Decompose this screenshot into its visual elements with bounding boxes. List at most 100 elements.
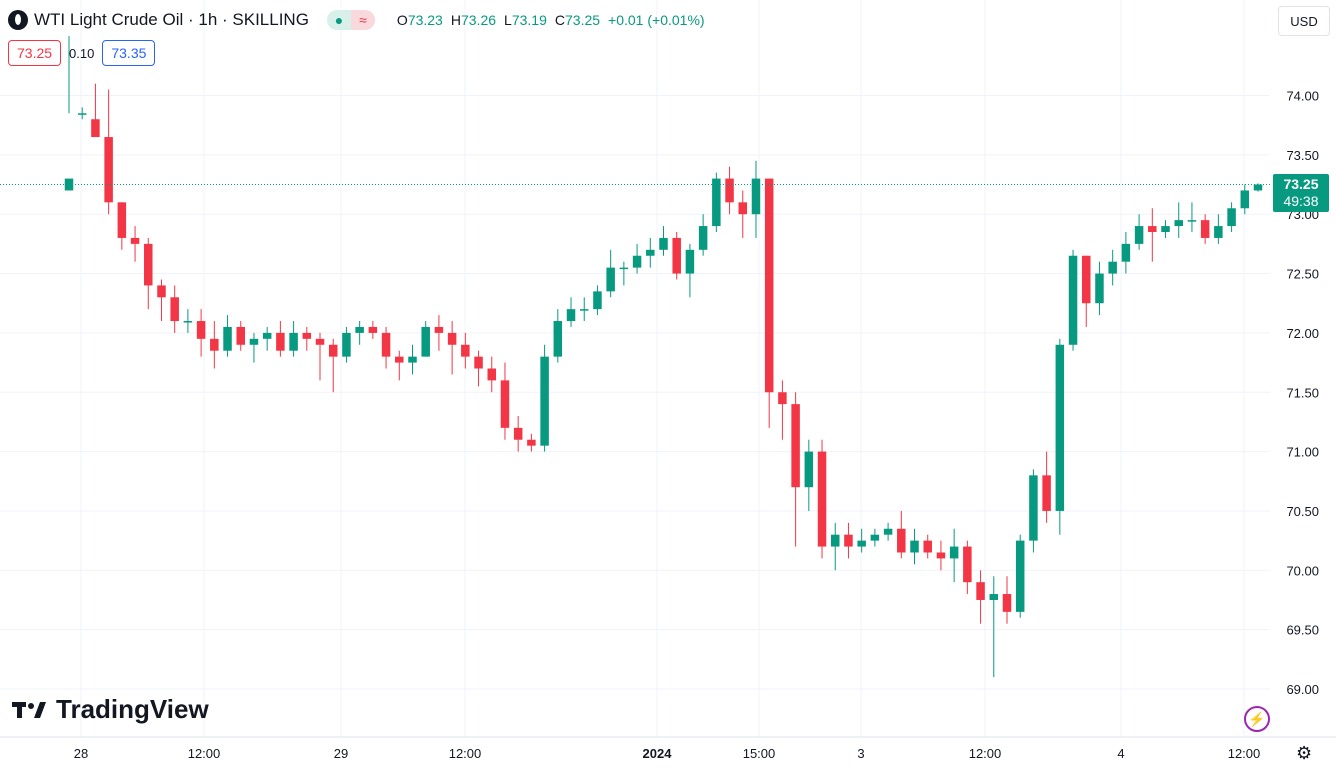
candle [949,528,959,583]
candle [315,332,325,381]
candle [1108,249,1117,286]
sell-button[interactable]: 73.25 [8,40,62,66]
candle-body [1055,344,1065,511]
buy-button[interactable]: 73.35 [102,40,156,66]
candle [1161,220,1170,238]
settings-icon[interactable]: ⚙ [1296,743,1313,763]
candle [1055,338,1065,535]
candle [223,315,232,357]
y-tick-label: 69.00 [1286,682,1319,697]
candle-body [949,546,959,559]
y-tick-label: 69.50 [1286,623,1319,638]
candle [659,226,668,256]
candle [421,321,430,357]
candle [1068,249,1078,351]
candle-body [355,326,364,333]
candle [1015,534,1025,618]
candle-body [1187,220,1197,222]
candle [210,321,219,369]
candle-body [830,534,840,547]
delayed-data-icon: ≈ [350,10,375,30]
candle-body [276,332,285,351]
candle-body [923,540,932,553]
candle [738,190,748,238]
chart-grid [0,0,1270,737]
candle [395,350,404,381]
candle [342,326,351,363]
candle-body [1227,208,1236,227]
candle [236,321,245,351]
candle-body [540,356,549,446]
candle [764,178,774,428]
candle-body [989,594,999,600]
candle-body [1042,475,1051,511]
market-status-pill[interactable]: ● ≈ [326,10,375,30]
y-tick-label: 73.50 [1286,148,1319,163]
candle [474,350,483,387]
candle [566,297,576,327]
candle-body [1015,540,1025,612]
candle-body [1253,184,1263,191]
candle-body [1082,255,1091,304]
candle [1187,202,1197,233]
candle [157,279,166,322]
candle-body [368,326,378,333]
candle [408,344,417,375]
last-price-value: 73.25 [1283,176,1319,192]
candle-body [646,249,655,256]
candle-body [513,427,523,440]
candle [936,540,946,571]
candle [249,332,259,363]
x-tick-label: 12:00 [969,746,1002,761]
candle-body [144,243,153,286]
candle [751,160,761,238]
candle [1227,202,1236,233]
candle [897,510,906,559]
candle-body [817,451,827,547]
candle [104,89,113,215]
candle [1214,214,1223,244]
bar-countdown: 49:38 [1283,193,1319,209]
x-tick-label: 29 [334,746,348,761]
symbol-title[interactable]: WTI Light Crude Oil · 1h · SKILLING [34,10,309,29]
candle-body [342,332,351,357]
candle [487,356,497,393]
candle [447,321,457,375]
candle [196,309,206,357]
y-tick-label: 71.50 [1286,385,1319,400]
candle-body [170,297,179,322]
candle-body [527,439,536,446]
candle [619,261,629,286]
candle-body [566,309,576,322]
candle-body [77,113,87,115]
currency-select[interactable]: USD [1278,6,1330,36]
candle-body [196,321,206,339]
candle-body [672,237,681,274]
price-change: +0.01 (+0.01%) [608,12,705,28]
candle [1240,184,1250,215]
candle [1134,214,1144,250]
candle [1121,232,1131,274]
candle [540,344,549,452]
candle-body [262,332,272,339]
candle [1174,202,1183,238]
tradingview-logo[interactable]: TradingView [12,694,209,725]
candle-body [712,178,721,227]
candle [91,83,100,138]
candle [527,433,536,452]
candle-body [619,267,629,270]
candle-body [778,392,787,405]
candle-body [844,534,853,547]
candle-body [791,404,800,488]
candle-body [738,202,748,215]
candle-body [487,368,497,381]
candle-body [1029,475,1038,541]
candle [844,522,853,559]
candle [870,528,880,547]
flash-icon[interactable]: ⚡ [1244,706,1270,732]
candle-body [659,237,668,250]
candle [1082,255,1091,327]
candle-body [1148,226,1157,233]
x-tick-label: 4 [1117,746,1124,761]
